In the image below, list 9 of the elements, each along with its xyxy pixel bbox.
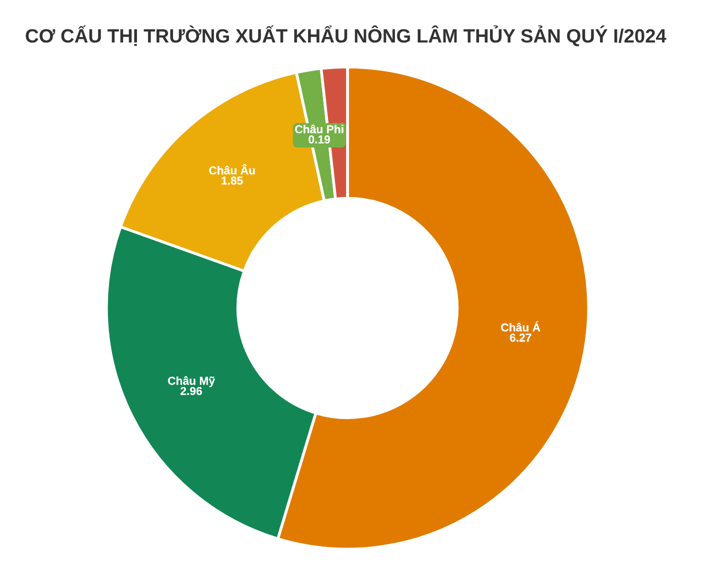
data-label: 1.85 bbox=[222, 176, 243, 185]
data-label: 6.27 bbox=[510, 334, 532, 342]
data-label: 2.96 bbox=[180, 386, 202, 396]
slice-label: Châu Á bbox=[501, 321, 540, 332]
slice-label: Châu Phi bbox=[295, 124, 344, 134]
slice-label: Châu Âu bbox=[209, 164, 255, 174]
chart-title: CƠ CẤU THỊ TRƯỜNG XUẤT KHẨU NÔNG LÂM THỦY SẢN QUÝ I/2024 bbox=[26, 25, 666, 46]
data-label: 0.19 bbox=[308, 135, 330, 144]
slice-label: Châu Mỹ bbox=[168, 376, 215, 388]
